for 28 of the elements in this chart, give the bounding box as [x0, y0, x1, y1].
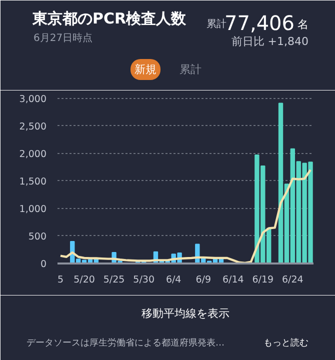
y-tick-label: 1,000 — [19, 204, 47, 215]
text: 77,406 — [224, 11, 295, 35]
y-tick-label: 3,000 — [19, 94, 47, 105]
text: 名 — [298, 18, 308, 31]
text: データソースは厚生労働省による都道府県発表… — [26, 338, 224, 348]
text: もっと読む — [264, 338, 308, 348]
y-tick-label: 1,500 — [19, 176, 47, 188]
x-tick-label: 6/14 — [222, 274, 244, 286]
y-tick-label: 500 — [28, 231, 47, 242]
text: 移動平均線を表示 — [142, 307, 230, 320]
chart-title: 東京都のPCR検査人数 — [32, 10, 188, 28]
text: 累計 — [206, 18, 226, 30]
x-tick-label: 6/4 — [166, 274, 182, 286]
y-tick-label: 2,500 — [19, 121, 47, 132]
x-tick-label: 5/25 — [103, 274, 125, 286]
x-tick-label: 6/9 — [196, 274, 212, 286]
text: 累計 — [180, 63, 202, 76]
x-tick-label: 6/24 — [282, 274, 304, 286]
x-tick-label: 6/19 — [252, 274, 274, 286]
line-series — [59, 168, 312, 264]
text: 前日比 +1,840 — [231, 35, 309, 48]
chart-subtitle: 6月27日時点 — [34, 32, 93, 44]
x-tick-label: 5/20 — [74, 274, 95, 286]
x-tick-label: 5/30 — [133, 274, 155, 286]
text: 新規 — [134, 63, 156, 76]
x-tick-label: 5 — [57, 274, 64, 286]
y-tick-label: 2,000 — [19, 148, 47, 160]
y-tick-label: 0 — [40, 259, 47, 270]
